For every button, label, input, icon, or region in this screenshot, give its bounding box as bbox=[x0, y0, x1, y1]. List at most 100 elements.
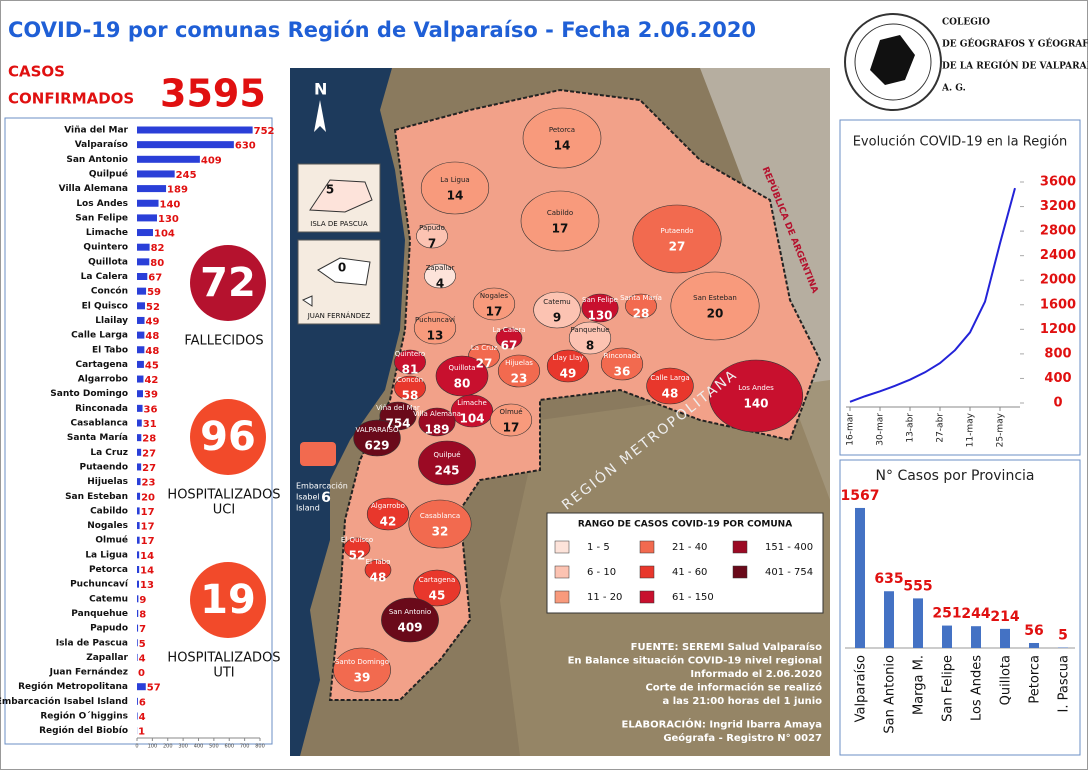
legend-label: 21 - 40 bbox=[672, 542, 707, 553]
stat-label: FALLECIDOS bbox=[184, 334, 263, 349]
category-label: Valparaíso bbox=[854, 655, 869, 722]
category-label: Panquehue bbox=[71, 609, 128, 619]
category-label: Limache bbox=[86, 228, 128, 238]
value-label: 57 bbox=[147, 683, 161, 694]
x-tick-label: 0 bbox=[135, 744, 138, 750]
comuna-value: 80 bbox=[454, 377, 471, 391]
bar bbox=[137, 463, 141, 470]
bar bbox=[137, 302, 145, 309]
value-label: 555 bbox=[903, 578, 932, 594]
value-label: 23 bbox=[142, 478, 156, 489]
legend-swatch bbox=[555, 566, 569, 578]
category-label: San Esteban bbox=[65, 492, 128, 502]
title: COVID-19 por comunas Región de Valparaís… bbox=[8, 18, 756, 42]
ship-icon bbox=[300, 442, 336, 466]
comuna-value: 67 bbox=[501, 339, 518, 353]
category-label: San Felipe bbox=[941, 655, 956, 722]
comuna-name: La Cruz bbox=[471, 344, 498, 352]
value-label: 4 bbox=[139, 712, 146, 723]
y-tick-label: 400 bbox=[1044, 371, 1071, 386]
category-label: Rinconada bbox=[75, 404, 128, 414]
comuna-name: Cartagena bbox=[419, 576, 456, 584]
y-tick-label: 3600 bbox=[1040, 175, 1076, 190]
category-label: Villa Alemana bbox=[59, 184, 128, 194]
bar bbox=[137, 713, 138, 720]
comuna-name: El Quisco bbox=[341, 536, 373, 544]
value-label: 104 bbox=[154, 229, 175, 240]
bar bbox=[137, 288, 146, 295]
category-label: Petorca bbox=[1028, 655, 1043, 704]
comuna-value: 58 bbox=[402, 389, 419, 403]
x-tick-label: 100 bbox=[148, 744, 158, 750]
category-label: Región del Biobío bbox=[39, 725, 128, 736]
bar bbox=[137, 390, 143, 397]
bar bbox=[137, 683, 146, 690]
x-tick-label: 27-abr bbox=[936, 413, 946, 443]
bar bbox=[137, 273, 147, 280]
comuna-name: Panquehue bbox=[571, 326, 610, 334]
y-tick-label: 3200 bbox=[1040, 199, 1076, 214]
value-label: 14 bbox=[140, 566, 154, 577]
value-label: 82 bbox=[151, 243, 165, 254]
bar bbox=[137, 376, 143, 383]
comuna-value: 42 bbox=[380, 515, 397, 529]
comuna-name: Nogales bbox=[480, 292, 509, 300]
comuna-value: 4 bbox=[436, 277, 444, 291]
value-label: 27 bbox=[142, 463, 156, 474]
comuna-value: 17 bbox=[486, 305, 503, 319]
bar bbox=[137, 434, 141, 441]
legend-label: 401 - 754 bbox=[765, 567, 813, 578]
value-label: 0 bbox=[138, 668, 145, 679]
category-label: Puchuncaví bbox=[70, 580, 129, 590]
comuna-name: Catemu bbox=[543, 298, 570, 306]
value-label: 45 bbox=[145, 360, 159, 371]
inset-value: 0 bbox=[338, 261, 346, 275]
bar bbox=[137, 639, 138, 646]
value-label: 42 bbox=[144, 375, 158, 386]
category-label: Papudo bbox=[90, 624, 128, 634]
comuna-value: 13 bbox=[427, 329, 444, 343]
value-label: 189 bbox=[167, 185, 188, 196]
bar-title: N° Casos por Provincia bbox=[876, 468, 1035, 484]
legend-swatch bbox=[640, 566, 654, 578]
comuna-name: San Felipe bbox=[582, 296, 618, 304]
comuna-value: 28 bbox=[633, 307, 650, 321]
legend-swatch bbox=[555, 541, 569, 553]
bar bbox=[137, 405, 143, 412]
bar bbox=[884, 591, 894, 648]
category-label: Algarrobo bbox=[78, 375, 128, 385]
category-label: La Cruz bbox=[90, 448, 128, 458]
category-label: Quintero bbox=[83, 243, 128, 253]
y-tick-label: 1200 bbox=[1040, 322, 1076, 337]
category-label: Viña del Mar bbox=[64, 126, 128, 136]
bar bbox=[137, 420, 142, 427]
category-label: Casablanca bbox=[70, 419, 128, 429]
legend-swatch bbox=[640, 591, 654, 603]
bar bbox=[137, 141, 234, 148]
source-line: ELABORACIÓN: Ingrid Ibarra Amaya bbox=[622, 718, 823, 731]
category-label: Región O´higgins bbox=[40, 711, 128, 722]
x-tick-label: 25-may bbox=[996, 412, 1006, 447]
embarcacion-name: Isabel bbox=[296, 493, 320, 502]
comuna-name: VALPARAISO bbox=[356, 426, 399, 434]
comuna-value: 48 bbox=[662, 387, 679, 401]
value-label: 4 bbox=[139, 653, 146, 664]
bar bbox=[137, 522, 140, 529]
value-label: 752 bbox=[254, 126, 275, 137]
category-label: Juan Fernández bbox=[49, 668, 128, 678]
x-tick-label: 800 bbox=[255, 744, 265, 750]
source-line: a las 21:00 horas del 1 junio bbox=[662, 696, 822, 707]
comuna-name: Algarrobo bbox=[371, 502, 405, 510]
category-label: Embarcación Isabel Island bbox=[0, 696, 128, 707]
bar bbox=[137, 698, 138, 705]
north-arrow: N bbox=[314, 80, 327, 99]
value-label: 56 bbox=[1024, 623, 1043, 639]
comuna-value: 17 bbox=[503, 421, 520, 435]
comuna-name: Quilpué bbox=[433, 451, 460, 459]
x-tick-label: 30-mar bbox=[876, 413, 886, 446]
legend-swatch bbox=[640, 541, 654, 553]
source-line: Corte de información se realizó bbox=[645, 682, 822, 694]
bar bbox=[137, 361, 144, 368]
casos-value: 3595 bbox=[160, 72, 266, 116]
embarcacion-name: Embarcación bbox=[296, 481, 348, 491]
